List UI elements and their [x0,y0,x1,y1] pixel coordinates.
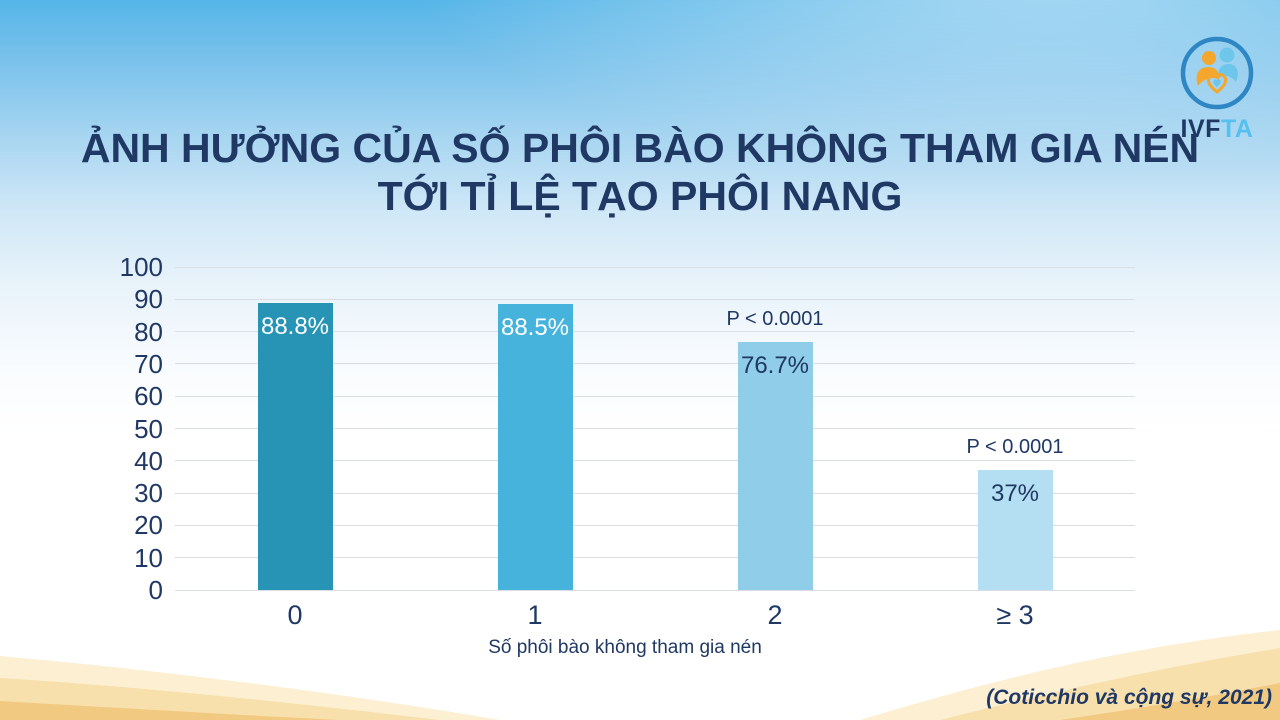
bar-4 [977,470,1053,590]
gridline [175,331,1135,333]
bar-2 [497,304,573,590]
logo-text-ivf: IVF [1180,115,1221,143]
bar-value-label: 88.5% [500,314,570,342]
y-axis-tick-label: 10 [134,542,163,573]
gridline [175,589,1135,591]
slide-title-line2: TỚI TỈ LỆ TẠO PHÔI NANG [377,173,903,219]
x-axis-tick-label: 0 [287,600,303,630]
p-value-annotation: P < 0.0001 [726,308,824,331]
x-axis-tick-label: 2 [767,600,783,630]
slide-title: ẢNH HƯỞNG CỦA SỐ PHÔI BÀO KHÔNG THAM GIA… [0,124,1280,220]
logo-wordmark: IVFTA [1172,115,1262,144]
x-axis-tick-label: ≥ 3 [996,600,1034,630]
bar-value-label: 37% [990,480,1040,508]
p-value-annotation: P < 0.0001 [966,436,1064,459]
gridline [175,395,1135,397]
gridline [175,460,1135,462]
gridline [175,298,1135,300]
ivfta-logo: IVFTA [1172,34,1262,144]
y-axis-tick-label: 100 [119,252,163,282]
gridline [175,557,1135,559]
y-axis-tick-label: 30 [134,478,163,509]
gridline [175,524,1135,526]
logo-text-ta: TA [1220,115,1254,143]
y-axis-tick-label: 0 [148,575,163,605]
y-axis-tick-label: 70 [134,348,163,379]
y-axis-tick-label: 90 [134,284,163,315]
y-axis-tick-label: 80 [134,316,163,347]
bar-value-label: 88.8% [260,313,330,341]
citation: (Coticchio và cộng sự, 2021) [986,686,1272,709]
gridline [175,428,1135,429]
y-axis-tick-label: 20 [134,510,163,541]
bar-1 [257,303,333,590]
logo-family-icon [1180,36,1254,110]
y-axis-tick-label: 50 [134,413,163,444]
slide-title-line1: ẢNH HƯỞNG CỦA SỐ PHÔI BÀO KHÔNG THAM GIA… [80,125,1200,171]
gridline [175,363,1135,365]
bar-value-label: 76.7% [740,352,810,380]
bottom-wave-decoration [0,630,1280,720]
x-axis-tick-label: 1 [527,600,543,630]
gridline [175,492,1135,494]
y-axis-tick-label: 40 [134,445,163,476]
y-axis-tick-label: 60 [134,381,163,412]
bar-3 [737,342,813,590]
x-axis-title: Số phôi bào không tham gia nén [488,637,762,658]
gridline [175,266,1135,268]
